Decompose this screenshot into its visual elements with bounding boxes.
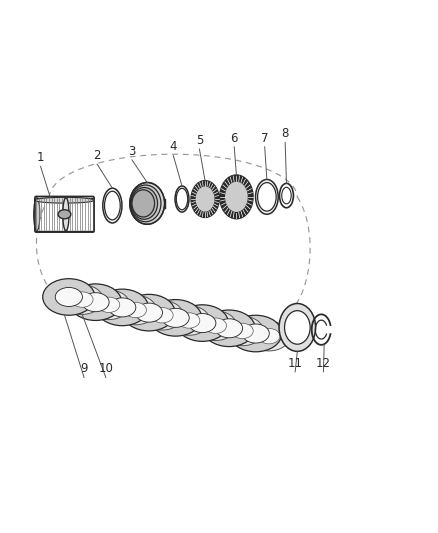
Ellipse shape bbox=[205, 318, 226, 333]
Ellipse shape bbox=[115, 295, 156, 325]
Ellipse shape bbox=[203, 310, 255, 346]
Ellipse shape bbox=[61, 285, 103, 314]
Ellipse shape bbox=[191, 181, 219, 217]
Ellipse shape bbox=[132, 190, 155, 217]
Ellipse shape bbox=[168, 305, 210, 335]
Ellipse shape bbox=[130, 182, 165, 224]
Ellipse shape bbox=[55, 287, 82, 306]
Ellipse shape bbox=[248, 321, 290, 351]
Ellipse shape bbox=[178, 313, 200, 328]
Ellipse shape bbox=[103, 188, 122, 223]
Text: 3: 3 bbox=[128, 144, 136, 158]
Ellipse shape bbox=[258, 183, 276, 211]
Ellipse shape bbox=[282, 187, 291, 204]
Ellipse shape bbox=[96, 289, 148, 326]
Ellipse shape bbox=[152, 308, 173, 323]
Text: 11: 11 bbox=[288, 357, 303, 370]
Ellipse shape bbox=[135, 303, 162, 322]
Ellipse shape bbox=[130, 185, 161, 222]
Ellipse shape bbox=[162, 309, 189, 327]
Ellipse shape bbox=[230, 315, 282, 352]
Ellipse shape bbox=[176, 305, 229, 341]
Text: 9: 9 bbox=[80, 362, 88, 375]
Ellipse shape bbox=[88, 290, 130, 320]
Ellipse shape bbox=[58, 209, 71, 219]
Ellipse shape bbox=[215, 319, 243, 338]
Ellipse shape bbox=[82, 293, 109, 312]
Ellipse shape bbox=[220, 175, 253, 219]
Ellipse shape bbox=[232, 323, 253, 338]
Ellipse shape bbox=[189, 313, 216, 333]
Ellipse shape bbox=[63, 198, 69, 231]
Text: 7: 7 bbox=[261, 132, 268, 144]
Text: 12: 12 bbox=[316, 357, 331, 370]
Ellipse shape bbox=[34, 198, 40, 231]
Ellipse shape bbox=[35, 197, 94, 203]
Ellipse shape bbox=[279, 303, 316, 351]
Ellipse shape bbox=[43, 279, 95, 315]
Text: 5: 5 bbox=[196, 134, 203, 147]
Ellipse shape bbox=[141, 301, 183, 330]
Ellipse shape bbox=[70, 284, 122, 320]
Ellipse shape bbox=[71, 292, 93, 307]
Ellipse shape bbox=[125, 302, 146, 318]
Text: 4: 4 bbox=[170, 140, 177, 154]
Ellipse shape bbox=[105, 191, 120, 220]
Text: 2: 2 bbox=[93, 149, 101, 162]
Ellipse shape bbox=[222, 316, 263, 346]
Ellipse shape bbox=[258, 328, 280, 344]
Text: 6: 6 bbox=[230, 132, 238, 144]
Ellipse shape bbox=[255, 180, 278, 214]
Text: 8: 8 bbox=[282, 127, 289, 140]
Ellipse shape bbox=[149, 300, 202, 336]
Ellipse shape bbox=[225, 181, 248, 213]
Ellipse shape bbox=[109, 298, 136, 317]
Ellipse shape bbox=[242, 324, 269, 343]
Ellipse shape bbox=[123, 294, 175, 331]
Ellipse shape bbox=[175, 186, 189, 212]
Ellipse shape bbox=[195, 311, 237, 341]
Text: 1: 1 bbox=[37, 151, 44, 164]
Ellipse shape bbox=[177, 188, 188, 210]
Ellipse shape bbox=[131, 188, 158, 219]
Ellipse shape bbox=[285, 311, 310, 344]
Text: 10: 10 bbox=[99, 362, 113, 375]
Ellipse shape bbox=[195, 186, 215, 212]
Ellipse shape bbox=[98, 297, 120, 312]
